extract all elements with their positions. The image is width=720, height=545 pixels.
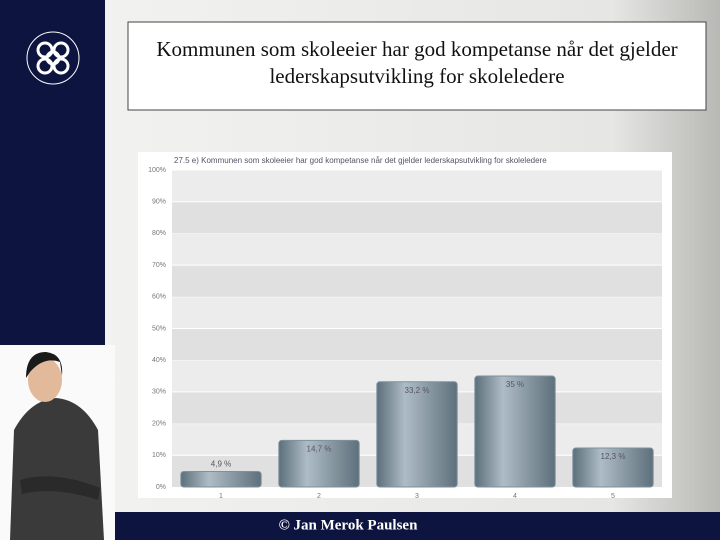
grid-band: [172, 328, 662, 361]
slide-title: Kommunen som skoleeier har god kompetans…: [156, 37, 678, 88]
x-tick-label: 4: [513, 493, 517, 500]
grid-band: [172, 265, 662, 297]
value-label: 12,3 %: [601, 452, 626, 461]
x-tick-label: 1: [219, 493, 223, 500]
chart-title: 27.5 e) Kommunen som skoleeier har god k…: [174, 156, 547, 165]
value-label: 14,7 %: [307, 445, 332, 454]
x-tick-label: 5: [611, 493, 615, 500]
grid-band: [172, 201, 662, 234]
bar: [376, 381, 458, 488]
footer-bar: [115, 512, 720, 540]
y-tick-label: 90%: [152, 199, 166, 206]
x-tick-label: 3: [415, 493, 419, 500]
bar: [474, 375, 556, 488]
bar: [572, 447, 654, 488]
y-tick-label: 80%: [152, 230, 166, 237]
y-tick-label: 40%: [152, 357, 166, 364]
bar: [180, 470, 262, 488]
logo: [26, 31, 80, 85]
portrait: [0, 345, 115, 540]
title-box: [127, 21, 707, 111]
y-tick-label: 10%: [152, 452, 166, 459]
y-tick-label: 30%: [152, 389, 166, 396]
y-tick-label: 20%: [152, 420, 166, 427]
x-tick-label: 2: [317, 493, 321, 500]
y-tick-label: 0%: [156, 484, 166, 491]
bar: [278, 439, 360, 488]
y-tick-label: 100%: [148, 167, 166, 174]
chart: 27.5 e) Kommunen som skoleeier har god k…: [148, 156, 662, 500]
value-label: 35 %: [506, 380, 524, 389]
y-tick-label: 60%: [152, 294, 166, 301]
slide-title-wrap: Kommunen som skoleeier har god kompetans…: [156, 37, 678, 88]
value-label: 4,9 %: [211, 460, 231, 469]
footer: © Jan Merok Paulsen: [279, 517, 419, 533]
value-label: 33,2 %: [405, 386, 430, 395]
y-tick-label: 70%: [152, 262, 166, 269]
y-tick-label: 50%: [152, 325, 166, 332]
sidebar: [0, 0, 105, 345]
